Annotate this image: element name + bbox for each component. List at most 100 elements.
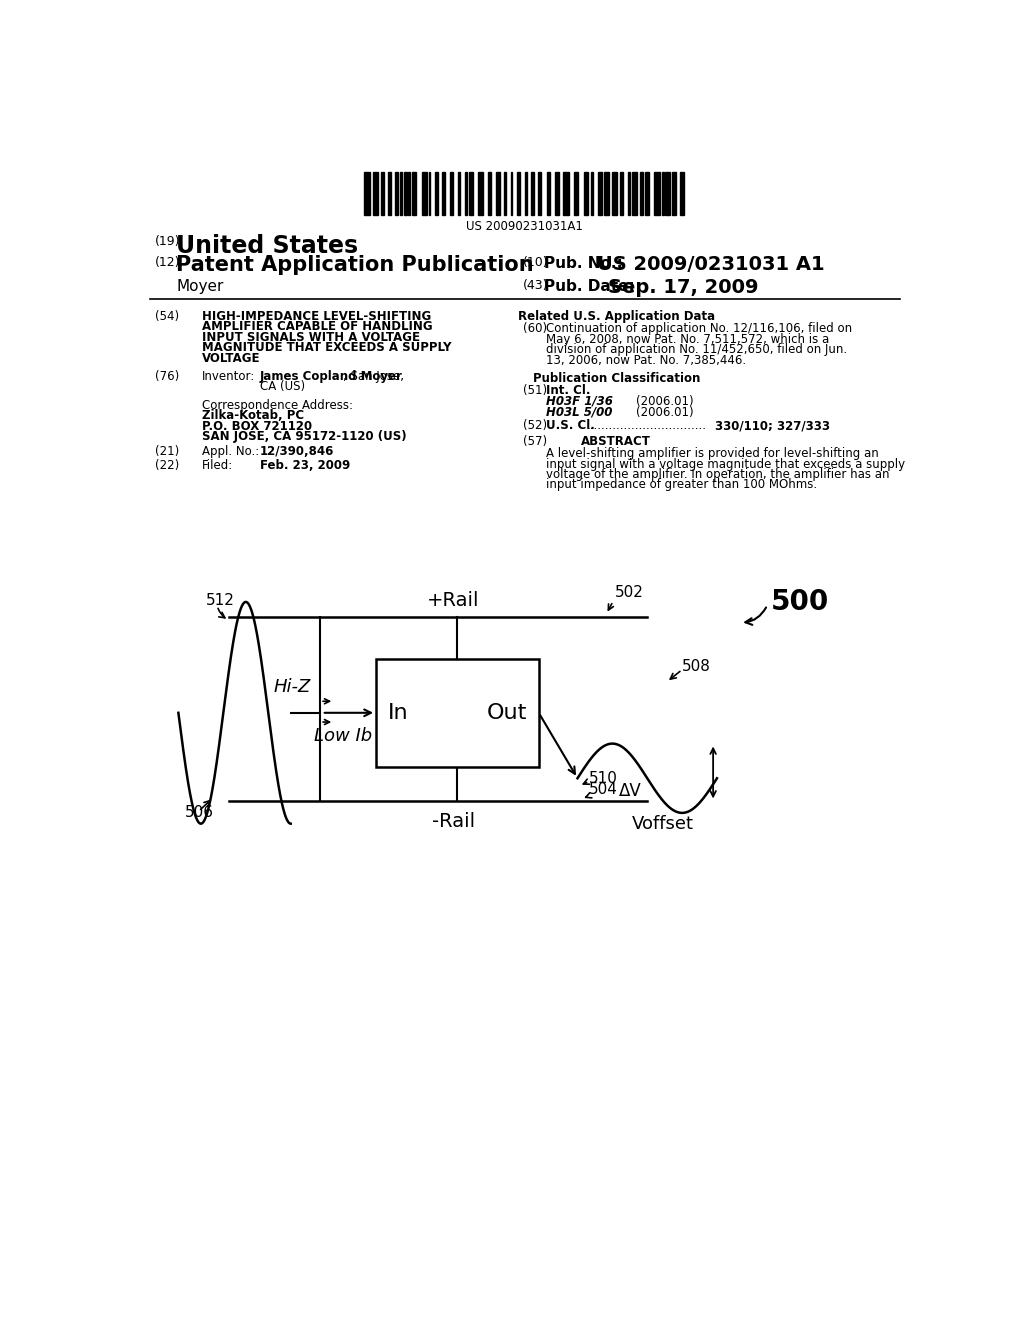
Bar	[388, 172, 391, 215]
Text: (43): (43)	[523, 280, 549, 292]
Bar	[680, 172, 684, 215]
Text: Int. Cl.: Int. Cl.	[547, 384, 591, 397]
Bar	[413, 172, 417, 215]
Text: MAGNITUDE THAT EXCEEDS A SUPPLY: MAGNITUDE THAT EXCEEDS A SUPPLY	[202, 342, 452, 354]
Text: Correspondence Address:: Correspondence Address:	[202, 399, 352, 412]
Text: , San Jose,: , San Jose,	[343, 370, 404, 383]
Bar	[450, 172, 453, 215]
Text: input impedance of greater than 100 MOhms.: input impedance of greater than 100 MOhm…	[547, 478, 817, 491]
Text: May 6, 2008, now Pat. No. 7,511,572, which is a: May 6, 2008, now Pat. No. 7,511,572, whi…	[547, 333, 829, 346]
Bar	[640, 172, 643, 215]
Bar	[620, 172, 624, 215]
Bar	[365, 172, 370, 215]
Text: 500: 500	[771, 589, 829, 616]
Text: Publication Classification: Publication Classification	[532, 372, 700, 384]
Text: input signal with a voltage magnitude that exceeds a supply: input signal with a voltage magnitude th…	[547, 458, 905, 470]
Bar	[409, 172, 410, 215]
Text: AMPLIFIER CAPABLE OF HANDLING: AMPLIFIER CAPABLE OF HANDLING	[202, 321, 432, 334]
Text: United States: United States	[176, 234, 358, 257]
Text: (2006.01): (2006.01)	[636, 395, 693, 408]
Text: (12): (12)	[155, 256, 180, 269]
Text: (54): (54)	[155, 310, 179, 323]
Bar	[654, 172, 659, 215]
Text: Zilka-Kotab, PC: Zilka-Kotab, PC	[202, 409, 304, 422]
Bar	[441, 172, 445, 215]
Text: (52): (52)	[523, 420, 548, 433]
Bar	[374, 172, 378, 215]
Bar	[611, 172, 617, 215]
Bar	[628, 172, 630, 215]
Text: 510: 510	[589, 771, 618, 785]
Bar	[563, 172, 568, 215]
Bar	[395, 172, 397, 215]
Bar	[404, 172, 407, 215]
Bar	[592, 172, 593, 215]
Bar	[604, 172, 608, 215]
Text: INPUT SIGNALS WITH A VOLTAGE: INPUT SIGNALS WITH A VOLTAGE	[202, 331, 420, 345]
Text: 506: 506	[184, 805, 214, 820]
Text: SAN JOSE, CA 95172-1120 (US): SAN JOSE, CA 95172-1120 (US)	[202, 430, 407, 444]
Text: H03L 5/00: H03L 5/00	[547, 405, 613, 418]
Bar	[645, 172, 649, 215]
Text: 330/110; 327/333: 330/110; 327/333	[716, 420, 830, 433]
Bar	[547, 172, 550, 215]
Text: 12/390,846: 12/390,846	[260, 445, 334, 458]
Text: H03F 1/36: H03F 1/36	[547, 395, 613, 408]
Text: 504: 504	[589, 783, 618, 797]
Bar	[666, 172, 670, 215]
Bar	[555, 172, 559, 215]
Text: 512: 512	[206, 594, 234, 609]
Text: Out: Out	[486, 702, 527, 723]
Text: Hi-Z: Hi-Z	[273, 678, 311, 697]
Bar	[488, 172, 490, 215]
Text: Voffset: Voffset	[632, 816, 693, 833]
Bar	[525, 172, 527, 215]
Text: US 2009/0231031 A1: US 2009/0231031 A1	[597, 255, 824, 273]
Text: Moyer: Moyer	[176, 280, 223, 294]
Text: ................................: ................................	[587, 420, 707, 433]
Text: +Rail: +Rail	[427, 591, 480, 610]
Text: Appl. No.:: Appl. No.:	[202, 445, 259, 458]
Text: Filed:: Filed:	[202, 459, 232, 473]
Text: Sep. 17, 2009: Sep. 17, 2009	[608, 277, 759, 297]
Text: (60): (60)	[523, 322, 548, 335]
Bar	[632, 172, 637, 215]
Bar	[584, 172, 588, 215]
Bar	[458, 172, 460, 215]
Bar	[573, 172, 579, 215]
Text: (10): (10)	[523, 256, 549, 269]
Text: US 20090231031A1: US 20090231031A1	[466, 220, 584, 234]
Text: P.O. BOX 721120: P.O. BOX 721120	[202, 420, 311, 433]
Text: voltage of the amplifier. In operation, the amplifier has an: voltage of the amplifier. In operation, …	[547, 469, 890, 480]
Text: ΔV: ΔV	[618, 781, 641, 800]
Text: -Rail: -Rail	[432, 812, 475, 832]
Bar	[429, 172, 430, 215]
Text: U.S. Cl.: U.S. Cl.	[547, 420, 595, 433]
Text: James Copland Moyer: James Copland Moyer	[260, 370, 402, 383]
Bar	[382, 172, 384, 215]
Bar	[516, 172, 520, 215]
Text: 502: 502	[614, 585, 643, 599]
Text: (22): (22)	[155, 459, 179, 473]
Text: division of application No. 11/452,650, filed on Jun.: division of application No. 11/452,650, …	[547, 343, 848, 356]
Bar	[672, 172, 676, 215]
Bar	[663, 172, 664, 215]
Bar	[465, 172, 467, 215]
Bar	[497, 172, 501, 215]
Bar	[469, 172, 473, 215]
Text: (2006.01): (2006.01)	[636, 405, 693, 418]
Bar	[376, 659, 539, 767]
Text: ABSTRACT: ABSTRACT	[582, 434, 651, 447]
Text: (21): (21)	[155, 445, 179, 458]
Text: (51): (51)	[523, 384, 548, 397]
Bar	[531, 172, 535, 215]
Text: (76): (76)	[155, 370, 179, 383]
Text: Feb. 23, 2009: Feb. 23, 2009	[260, 459, 350, 473]
Text: Pub. No.:: Pub. No.:	[544, 256, 623, 271]
Bar	[478, 172, 483, 215]
Text: VOLTAGE: VOLTAGE	[202, 351, 260, 364]
Text: In: In	[388, 702, 409, 723]
Bar	[435, 172, 437, 215]
Text: CA (US): CA (US)	[260, 380, 305, 393]
Bar	[511, 172, 512, 215]
